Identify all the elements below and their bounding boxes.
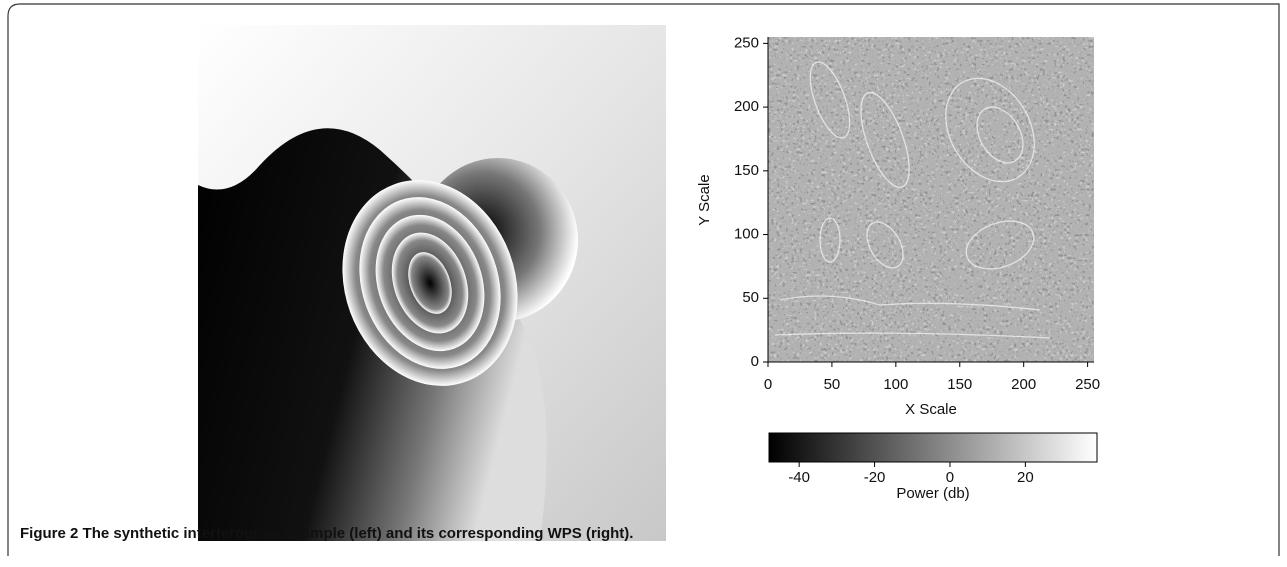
y-axis-label: Y Scale (696, 174, 713, 225)
frame (7, 3, 1280, 556)
x-tick-label: 150 (947, 376, 972, 393)
colorbar-tick-label: 20 (1017, 469, 1034, 486)
colorbar-tick-label: -40 (788, 469, 810, 486)
y-tick-label: 150 (734, 162, 759, 179)
axes (767, 37, 1094, 363)
y-tick-label: 100 (734, 226, 759, 243)
y-tick-label: 50 (742, 289, 759, 306)
colorbar-label: Power (db) (896, 485, 969, 502)
x-tick-label: 250 (1075, 376, 1100, 393)
y-tick-label: 250 (734, 34, 759, 51)
caption-text: The synthetic interferogram example (lef… (83, 525, 634, 542)
x-tick-label: 100 (883, 376, 908, 393)
wps-image (768, 37, 1094, 362)
caption: Figure 2 The synthetic interferogram exa… (20, 525, 633, 542)
colorbar-tick-label: 0 (946, 469, 954, 486)
colorbar-tick-label: -20 (864, 469, 886, 486)
y-tick-label: 0 (751, 353, 759, 370)
interferogram (198, 25, 666, 541)
x-tick-label: 50 (824, 376, 841, 393)
x-tick-label: 200 (1011, 376, 1036, 393)
y-tick-label: 200 (734, 98, 759, 115)
colorbar (768, 432, 1098, 463)
figure-label: Figure 2 (20, 525, 78, 542)
x-tick-label: 0 (764, 376, 772, 393)
x-axis-label: X Scale (905, 401, 957, 418)
